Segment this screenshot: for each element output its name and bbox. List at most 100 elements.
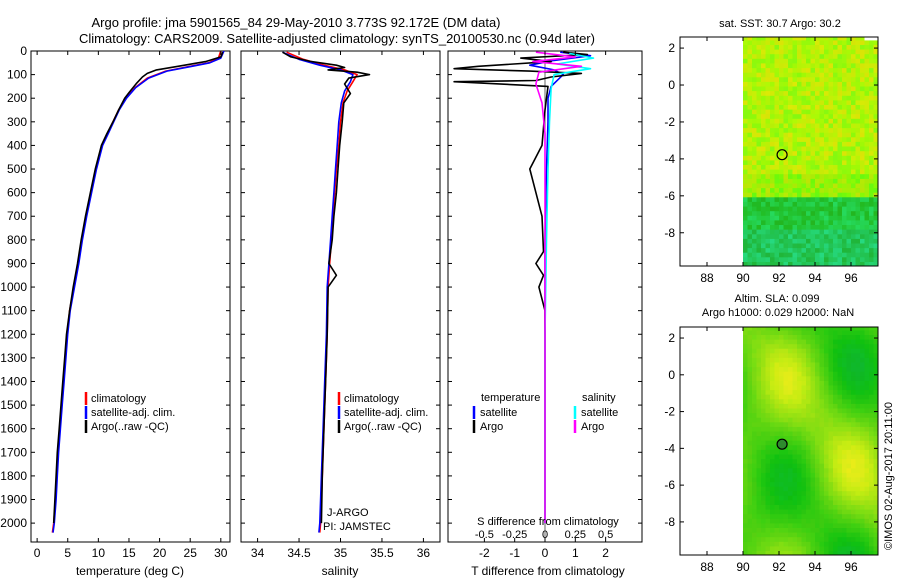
map-cell: [846, 435, 852, 441]
map-cell: [855, 518, 861, 524]
map-cell: [783, 527, 789, 533]
map-cell: [873, 417, 878, 423]
map-cell: [864, 67, 870, 73]
map-cell: [770, 339, 776, 345]
map-cell: [815, 219, 821, 225]
map-cell: [860, 104, 866, 110]
map-cell: [873, 407, 878, 414]
map-cell: [819, 463, 825, 469]
map-cell: [860, 504, 866, 510]
map-cell: [747, 49, 753, 55]
map-cell: [864, 62, 870, 69]
y-tick-label: 900: [7, 256, 27, 270]
series-line-argo-raw-qc: [282, 51, 371, 524]
map-cell: [842, 136, 848, 142]
map-cell: [797, 334, 803, 340]
map-cell: [806, 44, 812, 50]
map-cell: [779, 44, 785, 50]
map-cell: [770, 229, 776, 235]
map-cell: [855, 256, 861, 262]
map-cell: [765, 435, 771, 441]
map-cell: [770, 513, 776, 519]
map-cell: [842, 384, 848, 391]
map-cell: [801, 421, 807, 427]
map-cell: [792, 159, 798, 165]
map-cell: [752, 532, 758, 538]
map-cell: [837, 122, 843, 129]
map-cell: [810, 242, 816, 249]
map-cell: [833, 476, 839, 483]
map-cell: [770, 476, 776, 483]
map-cell: [815, 95, 821, 101]
map-cell: [824, 95, 830, 101]
map-cell: [833, 394, 839, 400]
map-cell: [873, 150, 878, 156]
map-cell: [851, 256, 857, 262]
map-cell: [873, 76, 878, 82]
map-cell: [851, 449, 857, 455]
map-cell: [873, 339, 878, 345]
map-cell: [828, 136, 834, 142]
map-cell: [833, 453, 839, 460]
map-cell: [783, 384, 789, 391]
map-cell: [765, 182, 771, 189]
map-cell: [743, 532, 749, 538]
map-cell: [779, 187, 785, 193]
map-cell: [801, 329, 807, 335]
map-cell: [788, 357, 794, 363]
map-cell: [869, 242, 875, 249]
map-cell: [756, 229, 762, 235]
map-cell: [801, 224, 807, 230]
map-cell: [779, 352, 785, 358]
map-cell: [819, 53, 825, 59]
map-cell: [824, 215, 830, 221]
map-cell: [837, 127, 843, 133]
map-cell: [756, 90, 762, 96]
map-cell: [806, 62, 812, 69]
map-cell: [752, 481, 758, 487]
map-cell: [743, 339, 749, 345]
map-cell: [801, 499, 807, 505]
map-cell: [747, 329, 753, 335]
map-cell: [747, 490, 753, 496]
map-cell: [779, 76, 785, 82]
map-cell: [779, 339, 785, 345]
map-cell: [752, 76, 758, 82]
map-cell: [869, 327, 875, 331]
map-cell: [792, 261, 798, 266]
map-cell: [806, 224, 812, 230]
map-cell: [779, 182, 785, 189]
map-cell: [797, 113, 803, 119]
map-cell: [828, 366, 834, 372]
map-cell: [824, 146, 830, 152]
map-cell: [806, 127, 812, 133]
map-cell: [752, 99, 758, 105]
map-cell: [761, 219, 767, 225]
map-cell: [779, 196, 785, 202]
map-cell: [779, 417, 785, 423]
map-cell: [819, 252, 825, 258]
map-cell: [765, 536, 771, 542]
map-cell: [851, 49, 857, 55]
map-cell: [860, 440, 866, 446]
map-cell: [806, 435, 812, 441]
map-cell: [788, 458, 794, 464]
map-cell: [797, 95, 803, 101]
map-cell: [779, 463, 785, 469]
map-cell: [846, 178, 852, 184]
map-cell: [842, 173, 848, 179]
map-cell: [743, 261, 749, 266]
map-cell: [819, 58, 825, 64]
map-cell: [761, 85, 767, 92]
map-cell: [797, 366, 803, 372]
map-cell: [743, 486, 749, 492]
map-cell: [851, 504, 857, 510]
map-cell: [810, 490, 816, 496]
map-cell: [747, 132, 753, 138]
map-cell: [774, 417, 780, 423]
map-cell: [837, 182, 843, 189]
map-cell: [819, 95, 825, 101]
map-cell: [743, 122, 749, 129]
map-cell: [824, 444, 830, 450]
map-cell: [765, 136, 771, 142]
